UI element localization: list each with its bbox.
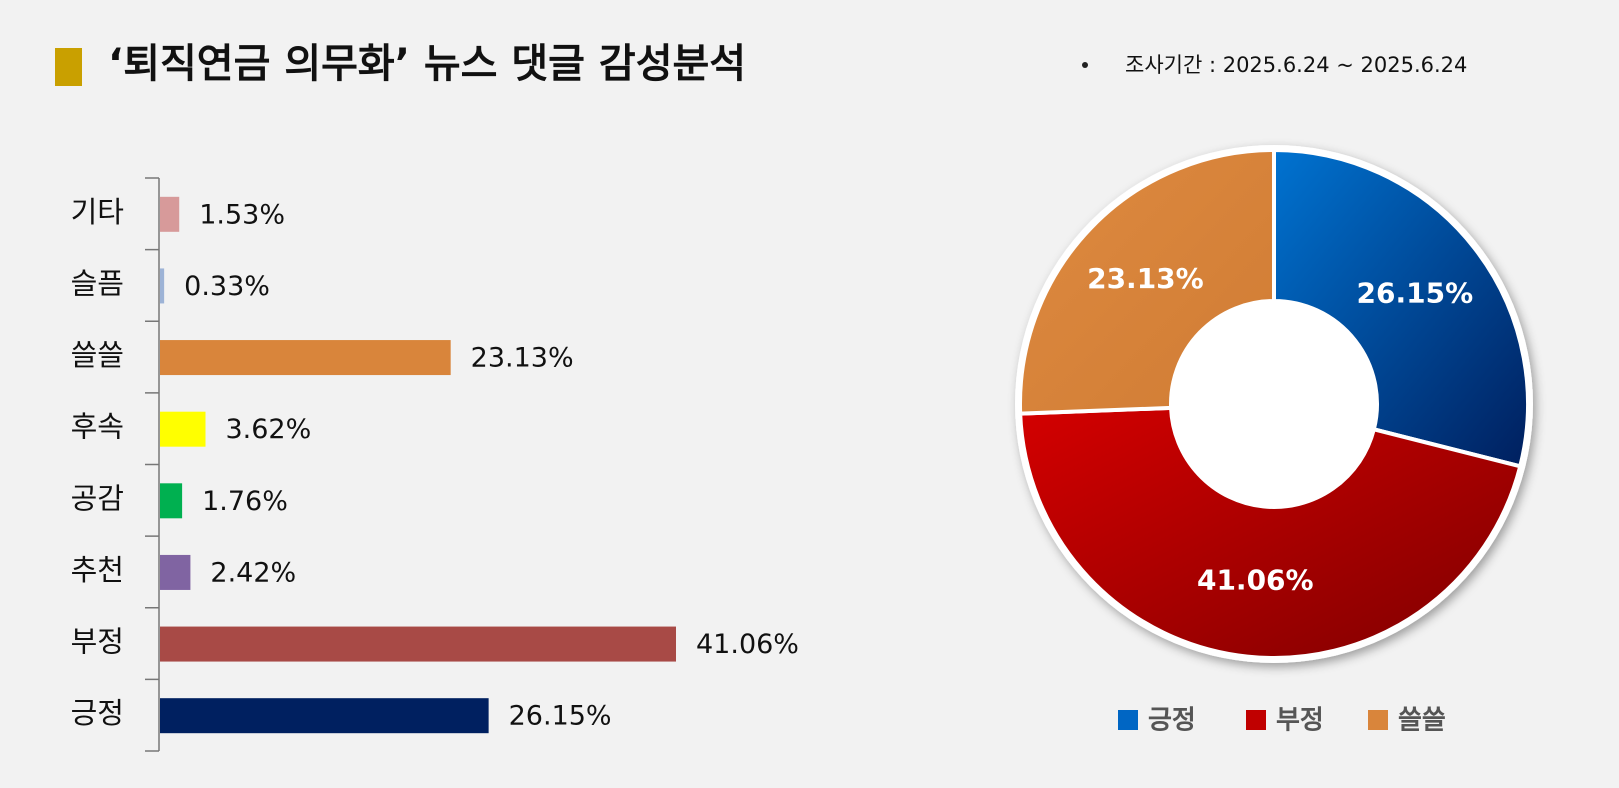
donut-slice xyxy=(1018,147,1276,416)
value-label: 2.42% xyxy=(210,557,296,588)
donut-slice xyxy=(1272,147,1530,469)
bar xyxy=(160,483,183,519)
value-label: 26.15% xyxy=(509,701,612,732)
donut-hole xyxy=(1173,303,1375,505)
slice-label: 41.06% xyxy=(1197,564,1314,597)
value-label: 1.53% xyxy=(199,199,285,230)
value-label: 1.76% xyxy=(202,486,288,517)
category-label: 추천 xyxy=(71,553,124,587)
value-label: 41.06% xyxy=(696,629,799,660)
category-label: 후속 xyxy=(71,410,124,444)
bar xyxy=(160,626,676,662)
bullet xyxy=(1082,62,1088,68)
category-label: 슬픔 xyxy=(71,266,124,300)
slice-label: 26.15% xyxy=(1357,276,1474,309)
bar xyxy=(160,554,191,590)
category-label: 쓸쓸 xyxy=(71,338,124,372)
donut-slice xyxy=(1018,405,1523,660)
value-label: 23.13% xyxy=(471,343,574,374)
period: 조사기간 : 2025.6.24 ~ 2025.6.24 xyxy=(1125,53,1467,77)
bar xyxy=(160,340,451,376)
legend-label: 긍정 xyxy=(1148,706,1196,736)
slice-label: 23.13% xyxy=(1087,262,1204,295)
bar xyxy=(160,268,165,304)
value-label: 0.33% xyxy=(184,271,270,302)
category-label: 기타 xyxy=(71,195,124,229)
legend-label: 부정 xyxy=(1276,706,1324,736)
category-label: 부정 xyxy=(71,625,124,659)
bar xyxy=(160,698,489,734)
legend-swatch xyxy=(1246,710,1266,730)
title-marker xyxy=(55,48,82,86)
legend-label: 쓸쓸 xyxy=(1398,706,1446,736)
bar xyxy=(160,196,180,232)
value-label: 3.62% xyxy=(225,414,311,445)
category-label: 공감 xyxy=(71,481,124,515)
legend-swatch xyxy=(1118,710,1138,730)
title: ‘퇴직연금 의무화’ 뉴스 댓글 감성분석 xyxy=(108,41,746,87)
category-label: 긍정 xyxy=(71,696,124,730)
legend-swatch xyxy=(1368,710,1388,730)
bar xyxy=(160,411,206,447)
